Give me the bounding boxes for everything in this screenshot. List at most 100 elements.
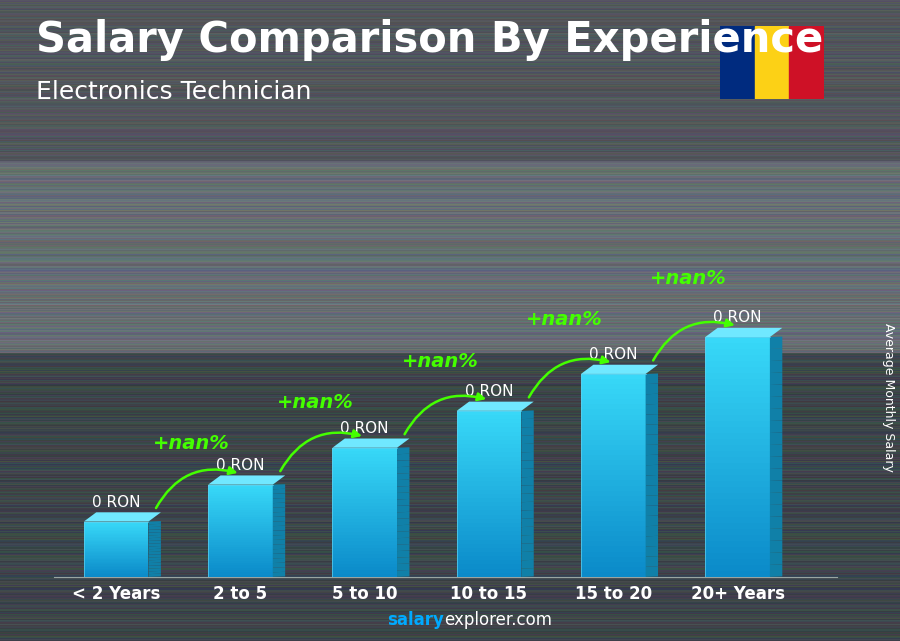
Polygon shape: [521, 435, 534, 444]
Bar: [84, 565, 148, 566]
Bar: [706, 415, 770, 421]
Bar: [208, 517, 273, 519]
Bar: [208, 515, 273, 517]
Polygon shape: [273, 563, 285, 568]
Bar: [456, 423, 521, 428]
Polygon shape: [397, 570, 410, 577]
Bar: [208, 561, 273, 563]
Bar: [456, 565, 521, 569]
Polygon shape: [770, 385, 782, 397]
Polygon shape: [148, 546, 161, 549]
Polygon shape: [645, 374, 658, 384]
Polygon shape: [397, 544, 410, 551]
Bar: [332, 483, 397, 487]
Bar: [456, 461, 521, 465]
Polygon shape: [521, 510, 534, 519]
Polygon shape: [706, 328, 782, 337]
Polygon shape: [770, 553, 782, 565]
Bar: [456, 428, 521, 431]
Polygon shape: [645, 424, 658, 435]
Bar: [208, 558, 273, 561]
Bar: [706, 361, 770, 367]
Bar: [456, 411, 521, 415]
Polygon shape: [645, 556, 658, 567]
Polygon shape: [273, 535, 285, 540]
Polygon shape: [273, 517, 285, 522]
Bar: [332, 548, 397, 551]
Bar: [208, 519, 273, 522]
Bar: [706, 403, 770, 409]
Bar: [706, 553, 770, 559]
Bar: [581, 556, 645, 562]
Bar: [581, 495, 645, 501]
Bar: [332, 448, 397, 451]
Bar: [456, 556, 521, 560]
Polygon shape: [273, 498, 285, 503]
Polygon shape: [645, 475, 658, 486]
Bar: [456, 453, 521, 456]
Bar: [332, 574, 397, 577]
Bar: [706, 481, 770, 487]
Bar: [456, 515, 521, 519]
Bar: [581, 567, 645, 572]
Bar: [332, 487, 397, 490]
Polygon shape: [770, 456, 782, 469]
Bar: [84, 538, 148, 540]
Bar: [84, 551, 148, 552]
Bar: [754, 26, 789, 99]
Bar: [706, 493, 770, 499]
Bar: [581, 440, 645, 445]
Polygon shape: [148, 560, 161, 563]
Bar: [208, 512, 273, 515]
Polygon shape: [645, 383, 658, 394]
Polygon shape: [148, 524, 161, 527]
Bar: [332, 561, 397, 564]
Polygon shape: [645, 414, 658, 425]
Bar: [581, 572, 645, 577]
Text: Salary Comparison By Experience: Salary Comparison By Experience: [36, 19, 824, 62]
Polygon shape: [397, 492, 410, 499]
Bar: [456, 519, 521, 523]
Bar: [581, 486, 645, 490]
Polygon shape: [645, 526, 658, 537]
Polygon shape: [770, 444, 782, 457]
Polygon shape: [148, 535, 161, 538]
Bar: [208, 547, 273, 549]
Text: +nan%: +nan%: [401, 352, 478, 370]
Bar: [581, 399, 645, 404]
Text: 0 RON: 0 RON: [92, 495, 140, 510]
Bar: [581, 415, 645, 420]
Polygon shape: [148, 568, 161, 571]
Bar: [456, 510, 521, 515]
Polygon shape: [770, 469, 782, 481]
Bar: [84, 549, 148, 551]
Text: explorer.com: explorer.com: [444, 612, 552, 629]
Polygon shape: [770, 372, 782, 385]
Bar: [208, 503, 273, 505]
Bar: [332, 554, 397, 558]
Bar: [208, 556, 273, 558]
Bar: [706, 343, 770, 349]
Bar: [456, 419, 521, 423]
Bar: [208, 538, 273, 540]
Bar: [208, 554, 273, 556]
Bar: [208, 499, 273, 501]
Polygon shape: [770, 528, 782, 541]
Polygon shape: [770, 397, 782, 409]
Text: Average Monthly Salary: Average Monthly Salary: [883, 323, 896, 472]
Polygon shape: [397, 479, 410, 487]
Bar: [84, 537, 148, 538]
Bar: [332, 451, 397, 454]
Bar: [84, 533, 148, 534]
Bar: [84, 556, 148, 558]
Bar: [208, 572, 273, 574]
Bar: [208, 535, 273, 538]
Bar: [84, 522, 148, 523]
Bar: [706, 409, 770, 415]
Text: Electronics Technician: Electronics Technician: [36, 80, 311, 104]
Bar: [706, 379, 770, 385]
Bar: [706, 457, 770, 463]
Polygon shape: [521, 427, 534, 436]
Polygon shape: [148, 565, 161, 569]
Bar: [706, 505, 770, 511]
